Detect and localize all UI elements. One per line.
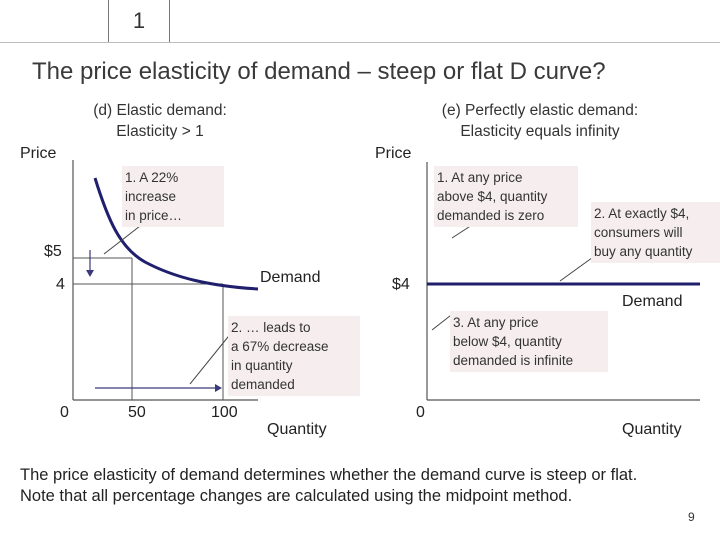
left-y-axis-label: Price <box>20 145 57 162</box>
right-note2-line1: 2. At exactly $4, <box>594 206 690 221</box>
left-demand-label: Demand <box>260 269 321 286</box>
right-note3-line3: demanded is infinite <box>453 353 574 368</box>
right-note3-line1: 3. At any price <box>453 315 539 330</box>
right-y-axis-label: Price <box>375 145 412 162</box>
footer-line2: Note that all percentage changes are cal… <box>20 487 573 505</box>
left-price-arrow-head <box>86 270 94 277</box>
left-note1-line2: increase <box>125 189 177 204</box>
right-x-axis-label: Quantity <box>622 421 682 438</box>
left-x-tick-0: 0 <box>60 404 69 421</box>
left-panel-subtitle: (d) Elastic demand: Elasticity > 1 <box>60 100 260 142</box>
page-number: 9 <box>688 510 695 524</box>
left-note1-line1: 1. A 22% <box>125 170 179 185</box>
left-note2-line3: in quantity <box>231 358 293 373</box>
slide-title: The price elasticity of demand – steep o… <box>32 58 606 85</box>
left-x-tick-100: 100 <box>211 404 238 421</box>
right-demand-label: Demand <box>622 293 683 310</box>
left-subtitle-line1: (d) Elastic demand: <box>93 102 227 119</box>
right-x-origin: 0 <box>416 404 425 421</box>
right-note1-line2: above $4, quantity <box>437 189 548 204</box>
right-note-at-price: 2. At exactly $4, consumers will buy any… <box>591 202 720 263</box>
left-price-high-label: $5 <box>44 243 62 260</box>
left-note2-line4: demanded <box>231 377 295 392</box>
left-note1-pointer <box>103 225 141 255</box>
left-price-low-label: 4 <box>56 276 65 293</box>
footer-text: The price elasticity of demand determine… <box>20 465 637 507</box>
left-subtitle-line2: Elasticity > 1 <box>116 123 204 140</box>
right-note-above-price: 1. At any price above $4, quantity deman… <box>434 166 578 227</box>
right-subtitle-line1: (e) Perfectly elastic demand: <box>441 102 639 119</box>
right-note1-line1: 1. At any price <box>437 170 523 185</box>
footer-line1: The price elasticity of demand determine… <box>20 466 638 484</box>
left-x-tick-50: 50 <box>128 404 146 421</box>
right-note1-line3: demanded is zero <box>437 208 545 223</box>
left-note2-pointer <box>189 331 233 385</box>
left-note-quantity-decrease: 2. … leads to a 67% decrease in quantity… <box>228 316 360 396</box>
left-note-price-increase: 1. A 22% increase in price… <box>122 166 224 227</box>
right-panel-subtitle: (e) Perfectly elastic demand: Elasticity… <box>420 100 660 142</box>
header-rule <box>0 42 720 43</box>
right-subtitle-line2: Elasticity equals infinity <box>460 123 620 140</box>
right-price-label: $4 <box>392 276 410 293</box>
left-note2-line1: 2. … leads to <box>231 320 311 335</box>
left-demand-curve <box>93 177 259 291</box>
right-note2-line2: consumers will <box>594 225 683 240</box>
left-note1-line3: in price… <box>125 208 183 223</box>
right-note-below-price: 3. At any price below $4, quantity deman… <box>450 311 608 372</box>
left-quantity-arrow-head <box>215 384 222 392</box>
right-note3-line2: below $4, quantity <box>453 334 562 349</box>
right-note2-line3: buy any quantity <box>594 244 693 259</box>
right-note2-pointer <box>559 254 597 282</box>
left-note2-line2: a 67% decrease <box>231 339 329 354</box>
left-x-axis-label: Quantity <box>267 421 327 438</box>
